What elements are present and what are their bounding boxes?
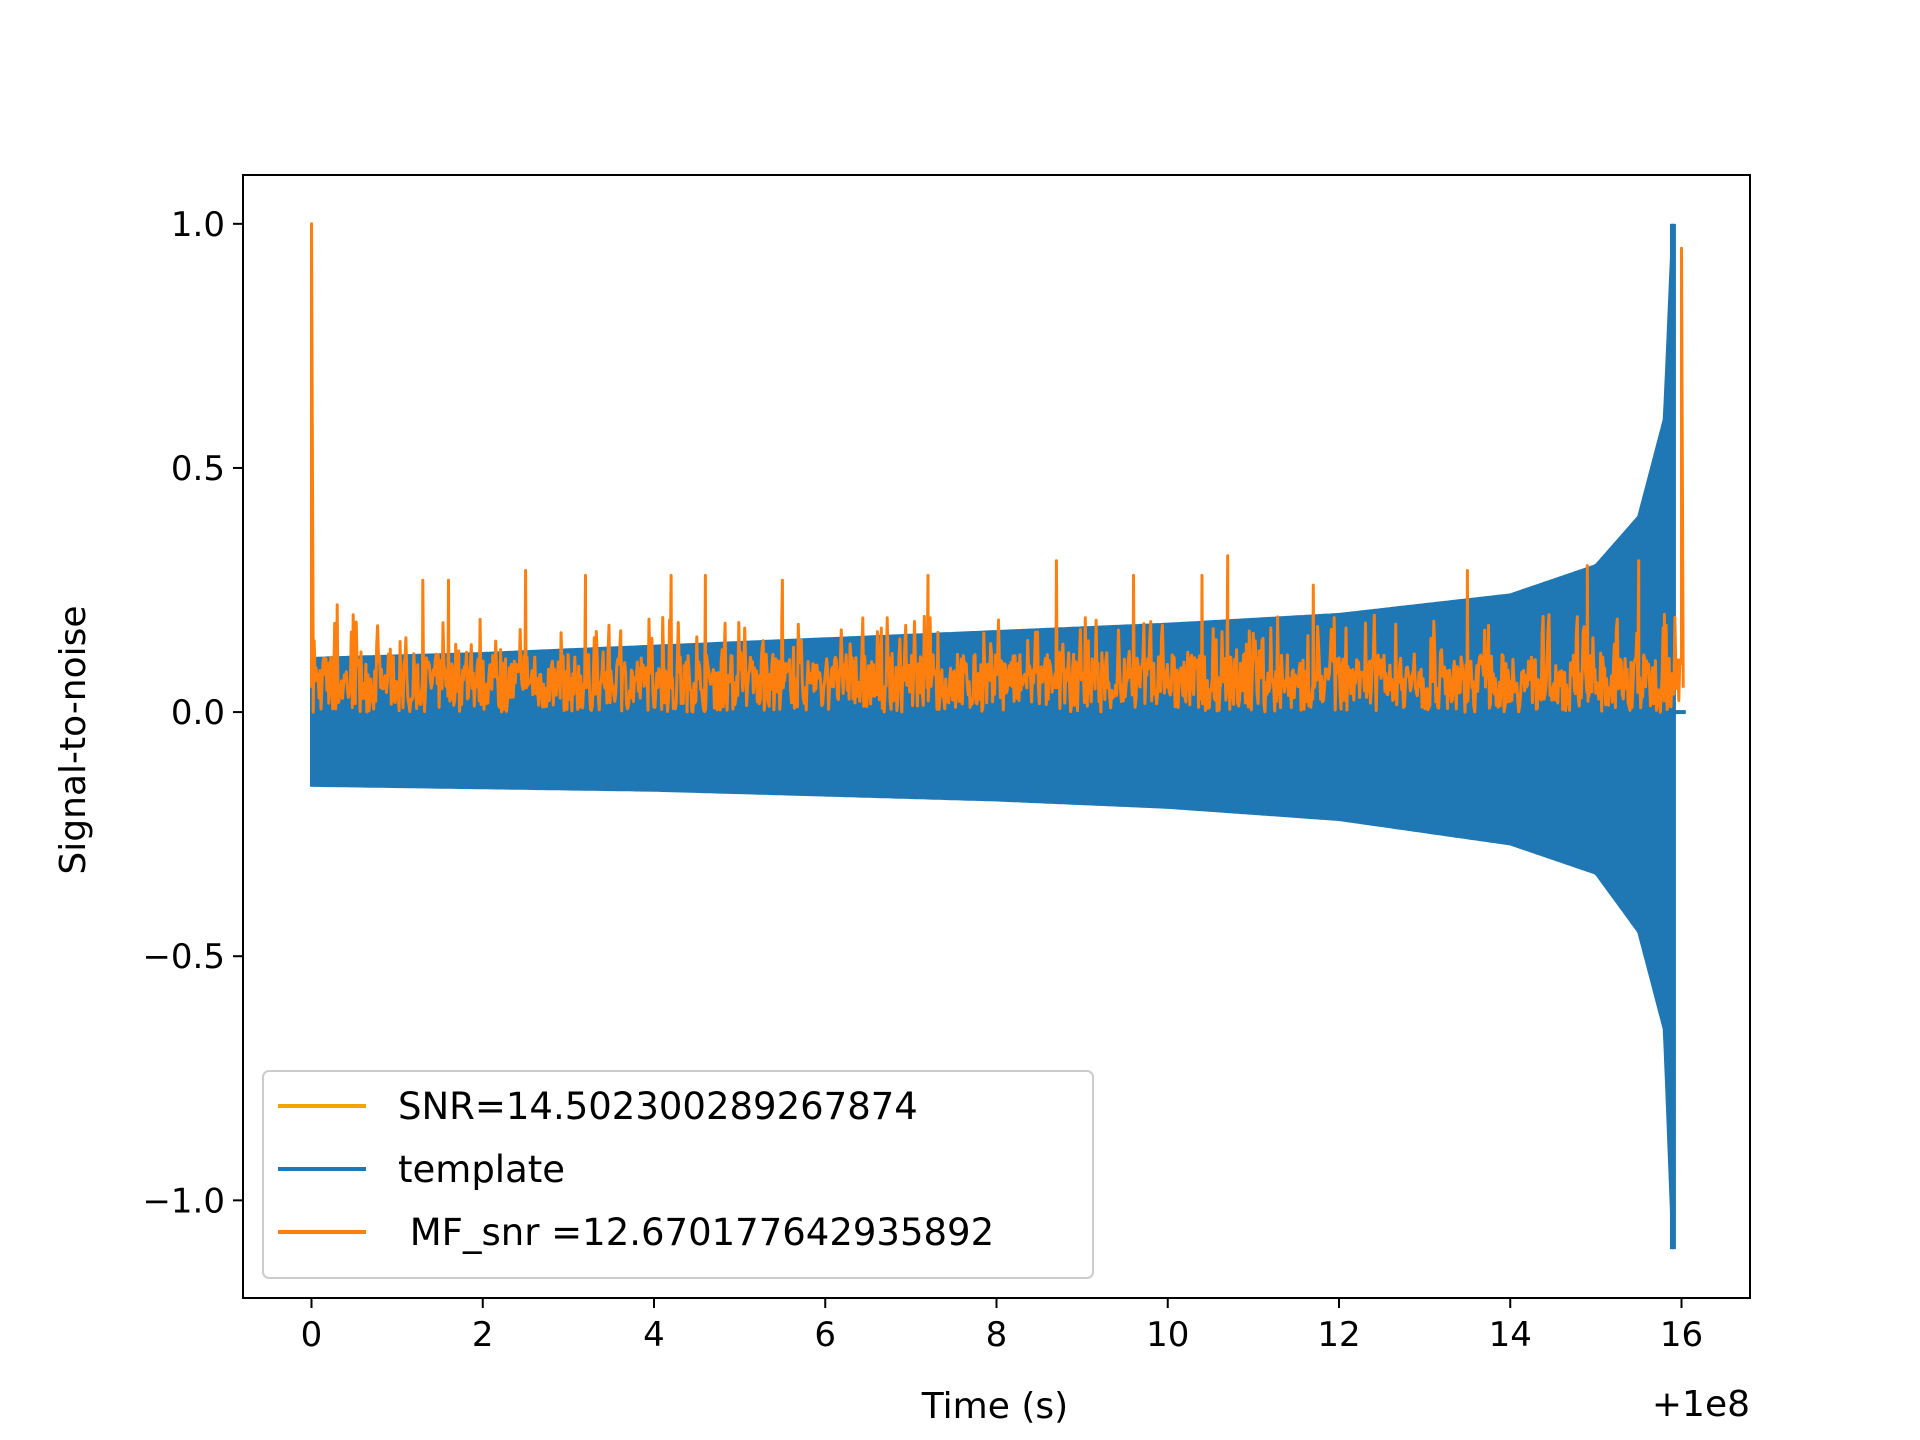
x-tick-label: 0 <box>301 1315 323 1355</box>
x-tick-label: 8 <box>986 1315 1008 1355</box>
legend-label: template <box>398 1148 565 1191</box>
plot-area <box>310 222 1686 1250</box>
x-offset-label: +1e8 <box>1652 1384 1750 1425</box>
x-axis: 0 2 4 6 8 10 12 14 16 <box>301 1298 1703 1355</box>
x-tick-label: 6 <box>814 1315 836 1355</box>
x-tick-label: 10 <box>1146 1315 1189 1355</box>
legend-label: SNR=14.502300289267874 <box>398 1085 918 1128</box>
x-tick-label: 4 <box>643 1315 665 1355</box>
series-template <box>310 223 1675 1250</box>
y-tick-label: 1.0 <box>171 205 225 245</box>
x-tick-label: 12 <box>1317 1315 1360 1355</box>
legend-box <box>262 1070 1094 1279</box>
legend-label: MF_snr =12.670177642935892 <box>398 1211 994 1254</box>
series-mf-snr <box>310 222 1685 714</box>
y-tick-label: 0.5 <box>171 449 225 489</box>
y-tick-label: 0.0 <box>171 693 225 733</box>
y-tick-label: −1.0 <box>142 1181 225 1221</box>
legend: SNR=14.502300289267874 template MF_snr =1… <box>262 1070 1094 1279</box>
y-axis: 1.0 0.5 0.0 −0.5 −1.0 <box>142 205 243 1221</box>
x-tick-label: 14 <box>1489 1315 1532 1355</box>
y-axis-label: Signal-to-noise <box>53 605 94 874</box>
x-axis-label: Time (s) <box>921 1386 1068 1427</box>
y-tick-label: −0.5 <box>142 937 225 977</box>
x-tick-label: 16 <box>1660 1315 1703 1355</box>
x-tick-label: 2 <box>472 1315 494 1355</box>
